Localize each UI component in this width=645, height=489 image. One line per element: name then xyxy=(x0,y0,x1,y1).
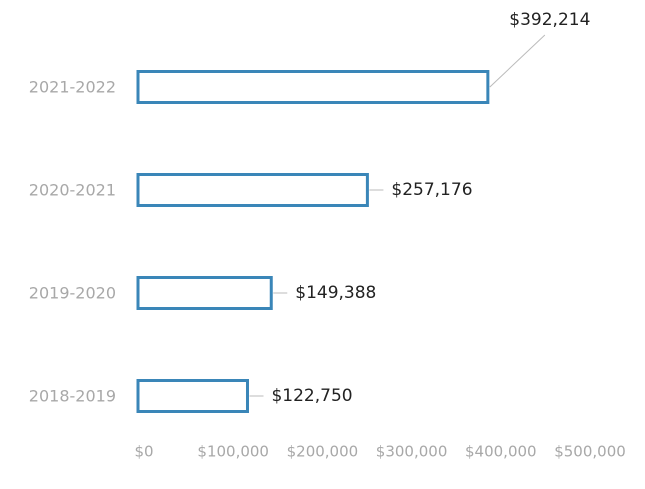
value-label: $122,750 xyxy=(271,386,352,406)
leader-line xyxy=(489,34,546,88)
x-tick-label: $300,000 xyxy=(376,443,448,461)
y-tick-label: 2020-2021 xyxy=(29,181,116,200)
y-tick-label: 2021-2022 xyxy=(29,78,116,97)
bar xyxy=(136,276,273,310)
bar xyxy=(136,70,490,104)
value-label: $392,214 xyxy=(509,10,590,30)
x-tick-label: $400,000 xyxy=(465,443,537,461)
x-tick-label: $500,000 xyxy=(554,443,626,461)
y-tick-label: 2019-2020 xyxy=(29,284,116,303)
value-label: $149,388 xyxy=(295,283,376,303)
value-label: $257,176 xyxy=(391,180,472,200)
y-tick-label: 2018-2019 xyxy=(29,387,116,406)
bar xyxy=(136,379,249,413)
x-tick-label: $200,000 xyxy=(287,443,359,461)
x-tick-label: $0 xyxy=(134,443,153,461)
x-tick-label: $100,000 xyxy=(197,443,269,461)
bar xyxy=(136,173,369,207)
